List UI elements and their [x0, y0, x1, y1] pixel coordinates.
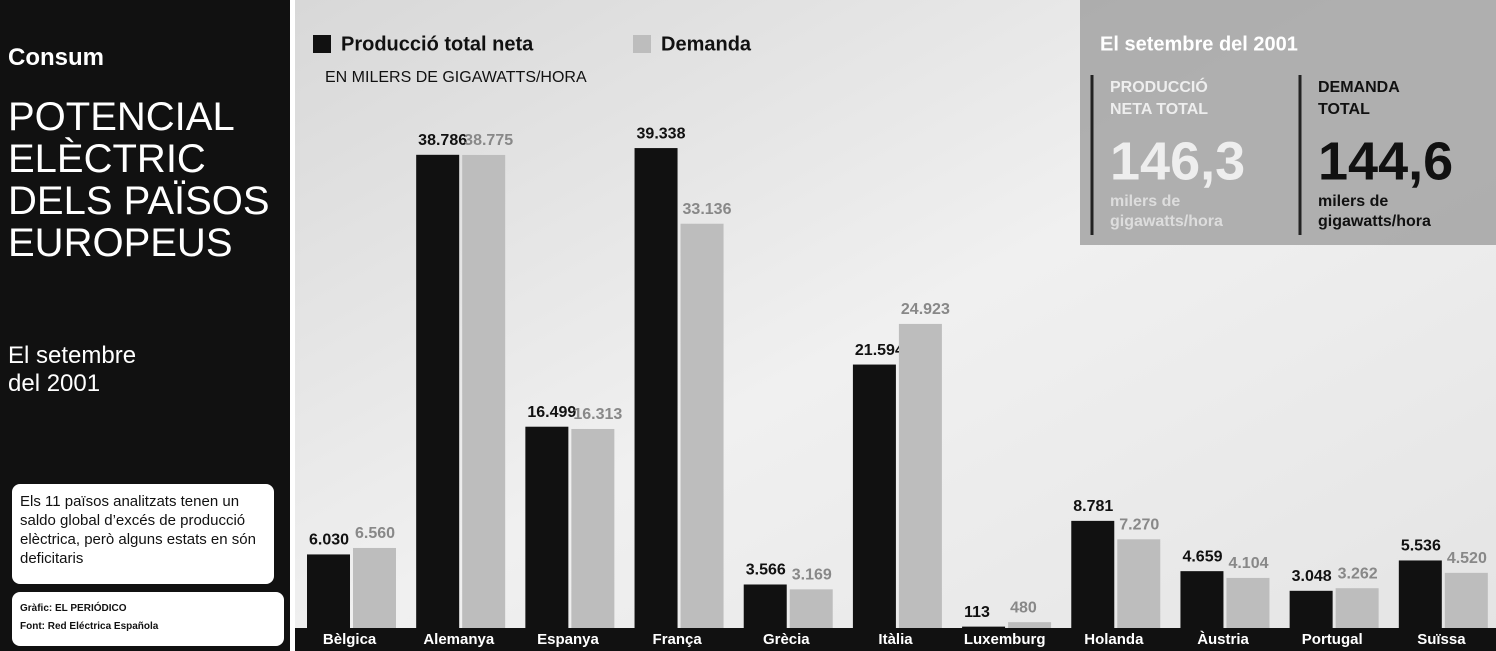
bar	[1444, 572, 1488, 628]
bar	[789, 589, 833, 628]
bar	[1335, 588, 1379, 628]
x-tick-label: Espanya	[537, 631, 599, 648]
value-label: 3.262	[1338, 565, 1378, 582]
value-label: 3.566	[746, 562, 786, 579]
chart: EN MILERS DE GIGAWATTS/HORA El setembre …	[295, 0, 1496, 651]
bar	[353, 547, 396, 628]
x-tick-label: Portugal	[1302, 631, 1363, 648]
bar	[416, 154, 460, 629]
summary-label: NETA TOTAL	[1110, 101, 1208, 118]
summary-panel	[1080, 0, 1496, 245]
bar	[462, 154, 506, 628]
x-tick-label: França	[653, 631, 703, 648]
section-label: Consum	[8, 44, 104, 71]
x-tick-label: Itàlia	[878, 631, 913, 648]
period-line: El setembre	[8, 342, 137, 369]
value-label: 5.536	[1401, 538, 1441, 555]
value-label: 4.659	[1182, 548, 1222, 565]
summary-value: 146,3	[1110, 131, 1245, 191]
headline: POTENCIAL ELÈCTRIC DELS PAÏSOS EUROPEUS	[8, 96, 270, 264]
credit: Font: Red Eléctrica Española	[20, 621, 159, 632]
summary-label: PRODUCCIÓ	[1110, 77, 1208, 96]
x-tick-label: Àustria	[1197, 631, 1249, 648]
sidebar: Consum POTENCIAL ELÈCTRIC DELS PAÏSOS EU…	[0, 0, 290, 651]
x-tick-label: Bèlgica	[323, 631, 377, 648]
x-tick-label: Alemanya	[423, 631, 495, 648]
value-label: 4.520	[1447, 550, 1487, 567]
legend-swatch	[313, 35, 331, 53]
bar	[852, 364, 896, 628]
bar	[525, 426, 569, 628]
value-label: 4.104	[1228, 555, 1268, 572]
value-label: 6.560	[355, 525, 395, 542]
value-label: 3.169	[792, 567, 832, 584]
headline-line: EUROPEUS	[8, 221, 233, 265]
value-label: 480	[1010, 599, 1037, 616]
value-label: 8.781	[1073, 498, 1113, 515]
headline-line: DELS PAÏSOS	[8, 179, 270, 223]
headline-line: POTENCIAL	[8, 95, 235, 139]
credits: Gràfic: EL PERIÓDICO Font: Red Eléctrica…	[12, 592, 284, 646]
x-tick-label: Suïssa	[1417, 631, 1466, 648]
value-label: 38.786	[418, 132, 467, 149]
bar	[743, 584, 787, 628]
period: El setembre del 2001	[8, 342, 136, 398]
period-line: del 2001	[8, 370, 101, 397]
summary-unit: milers de	[1318, 193, 1388, 210]
summary-label: DEMANDA	[1318, 79, 1400, 96]
x-tick-label: Holanda	[1084, 631, 1144, 648]
value-label: 113	[964, 604, 990, 621]
bar	[1180, 571, 1224, 628]
bar	[307, 554, 350, 628]
x-tick-label: Luxemburg	[964, 631, 1046, 648]
headline-line: ELÈCTRIC	[8, 137, 206, 181]
bar	[1008, 622, 1052, 628]
bar	[1226, 577, 1270, 628]
value-label: 39.338	[637, 125, 686, 142]
chart-subtitle: EN MILERS DE GIGAWATTS/HORA	[325, 69, 587, 86]
category-strip	[295, 628, 1496, 651]
bar	[1071, 520, 1115, 628]
summary-unit: milers de	[1110, 193, 1180, 210]
value-label: 33.136	[683, 201, 732, 218]
bar	[898, 323, 942, 628]
value-label: 24.923	[901, 301, 950, 318]
value-label: 6.030	[309, 532, 349, 549]
value-label: 16.499	[527, 404, 576, 421]
summary-unit: gigawatts/hora	[1318, 213, 1431, 230]
value-label: 16.313	[573, 406, 622, 423]
summary-label: TOTAL	[1318, 101, 1370, 118]
bar	[571, 428, 615, 628]
bar	[1398, 560, 1442, 628]
bar	[680, 223, 724, 629]
value-label: 21.594	[855, 342, 904, 359]
value-label: 38.775	[464, 132, 513, 149]
bar	[1117, 539, 1161, 628]
summary-value: 144,6	[1318, 131, 1453, 191]
credit: Gràfic: EL PERIÓDICO	[20, 603, 127, 614]
legend-label: Producció total neta	[341, 33, 534, 55]
legend-swatch	[633, 35, 651, 53]
x-tick-label: Grècia	[763, 631, 810, 648]
bar	[1289, 590, 1333, 628]
summary-unit: gigawatts/hora	[1110, 213, 1223, 230]
value-label: 3.048	[1292, 568, 1332, 585]
summary-heading: El setembre del 2001	[1100, 33, 1298, 55]
legend-label: Demanda	[661, 33, 752, 55]
bar	[962, 626, 1006, 628]
value-label: 7.270	[1119, 517, 1159, 534]
note: Els 11 països analitzats tenen un saldo …	[12, 484, 274, 584]
bar	[634, 148, 678, 628]
